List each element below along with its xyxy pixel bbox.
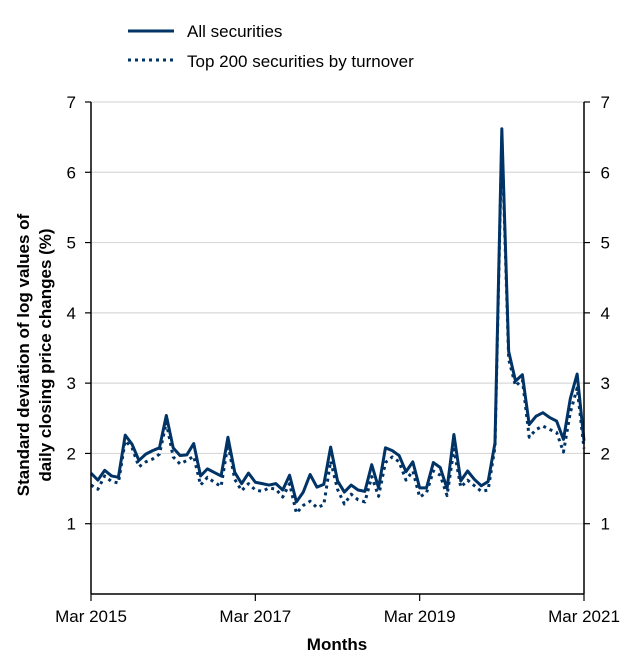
y-tick-label-left-2: 2: [67, 444, 76, 463]
y-tick-label-left-4: 4: [67, 304, 76, 323]
series-line-top-200-securities: [90, 135, 586, 515]
y-tick-label-right-2: 2: [601, 444, 610, 463]
x-tick-labels: Mar 2015 Mar 2017 Mar 2019 Mar 2021: [55, 607, 620, 626]
series-layer: [89, 127, 586, 515]
y-tick-label-left-3: 3: [67, 374, 76, 393]
y-tick-label-right-6: 6: [601, 163, 610, 182]
x-axis-title: Months: [307, 635, 367, 654]
x-tick-label-mar-2021: Mar 2021: [548, 607, 620, 626]
y-tick-label-left-6: 6: [67, 163, 76, 182]
y-tick-label-left-1: 1: [67, 515, 76, 534]
x-tick-label-mar-2015: Mar 2015: [55, 607, 127, 626]
y-tick-label-right-4: 4: [601, 304, 610, 323]
x-tick-label-mar-2017: Mar 2017: [219, 607, 291, 626]
y-tick-label-right-1: 1: [601, 515, 610, 534]
y-tick-label-left-5: 5: [67, 234, 76, 253]
x-tick-label-mar-2019: Mar 2019: [384, 607, 456, 626]
series-line-all-securities: [89, 127, 586, 504]
axes: [85, 101, 590, 601]
legend-label-all-securities: All securities: [187, 22, 282, 41]
y-tick-label-right-3: 3: [601, 374, 610, 393]
y-tick-label-left-7: 7: [67, 93, 76, 112]
legend-label-top-200: Top 200 securities by turnover: [187, 52, 414, 71]
y-axis-title-line-2: daily closing price changes (%): [36, 228, 55, 481]
legend: All securities Top 200 securities by tur…: [128, 22, 414, 71]
y-axis-title-line-1: Standard deviation of log values of: [14, 213, 33, 496]
y-tick-label-right-7: 7: [601, 93, 610, 112]
y-tick-labels-left: 1 2 3 4 5 6 7: [67, 93, 76, 534]
horizontal-gridlines: [91, 101, 584, 525]
y-tick-label-right-5: 5: [601, 234, 610, 253]
y-tick-labels-right: 1 2 3 4 5 6 7: [601, 93, 610, 534]
y-axis-title: Standard deviation of log values of dail…: [14, 213, 55, 496]
